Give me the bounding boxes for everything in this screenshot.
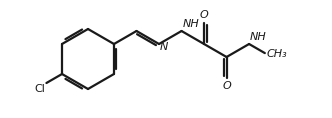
Text: CH₃: CH₃ xyxy=(267,49,288,59)
Text: Cl: Cl xyxy=(35,84,45,94)
Text: O: O xyxy=(222,81,231,91)
Text: N: N xyxy=(160,42,168,52)
Text: NH: NH xyxy=(183,19,199,29)
Text: NH: NH xyxy=(250,32,267,42)
Text: O: O xyxy=(200,10,208,20)
